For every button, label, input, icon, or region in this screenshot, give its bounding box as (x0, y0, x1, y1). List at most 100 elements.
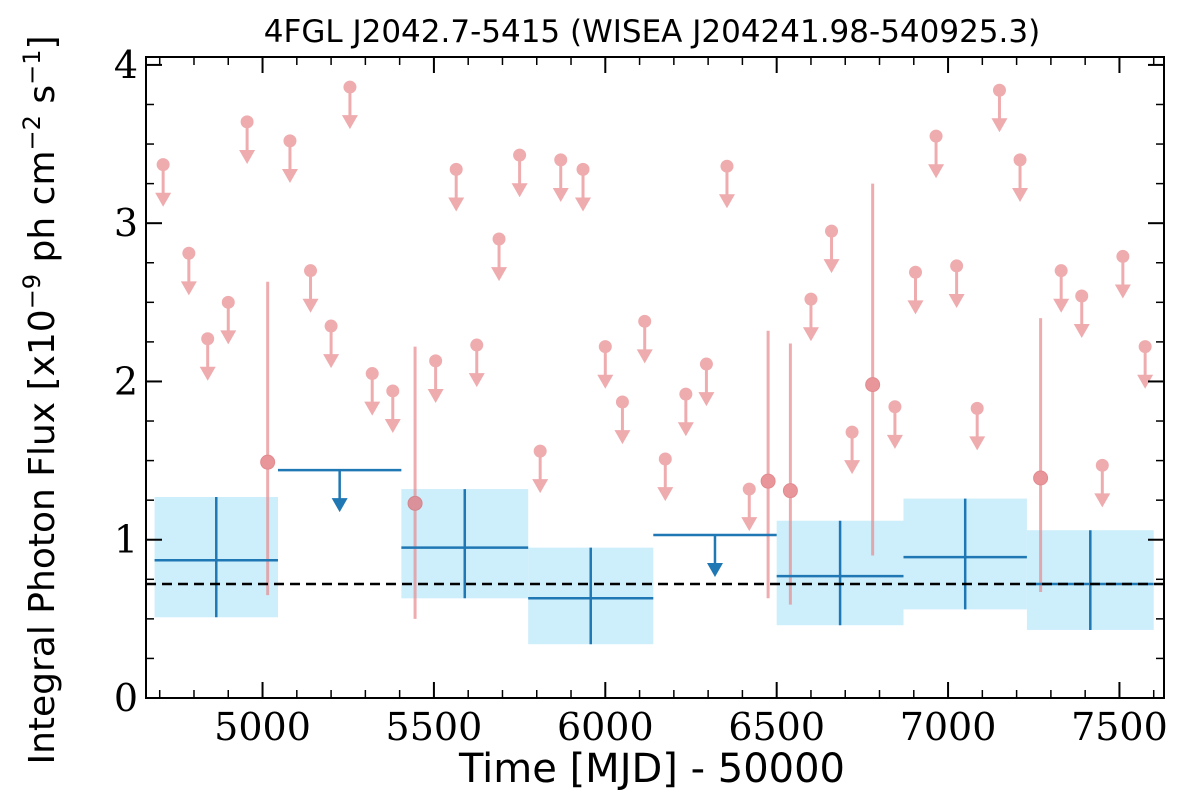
upper-limit-arrow-head (1012, 187, 1029, 202)
upper-limit-marker (533, 444, 547, 458)
upper-limit-arrow-head (948, 293, 965, 308)
y-tick-label-4: 4 (114, 43, 138, 87)
upper-limit-marker (888, 400, 902, 414)
upper-limit-arrow-head (636, 349, 653, 364)
detection-marker (1033, 470, 1049, 486)
short-bin-upper-limit-14 (491, 232, 508, 282)
y-tick-label-3: 3 (114, 201, 138, 245)
upper-limit-arrow-head (532, 479, 549, 494)
upper-limit-marker (554, 153, 568, 167)
upper-limit-marker (156, 158, 170, 172)
long-bin-detection-4 (903, 498, 1027, 610)
upper-limit-arrow-head (155, 192, 172, 207)
x-tick-label-1: 5500 (386, 705, 483, 749)
detection-marker (760, 473, 776, 489)
upper-limit-marker (950, 259, 964, 273)
upper-limit-marker (449, 162, 463, 176)
upper-limit-arrow-head (657, 487, 674, 502)
upper-limit-marker (1116, 249, 1130, 263)
y-axis-label-main: Integral Photon Flux [x10 (22, 309, 63, 764)
short-bin-upper-limit-33 (948, 259, 965, 308)
upper-limit-arrow-head (552, 187, 569, 202)
upper-limit-arrow-head (180, 281, 197, 296)
short-bin-upper-limit-40 (1114, 249, 1131, 299)
short-bin-upper-limit-20 (614, 395, 631, 445)
upper-limit-marker (1013, 153, 1027, 167)
upper-limit-arrow-head (844, 460, 861, 475)
upper-limit-arrow-head (698, 392, 715, 407)
upper-limit-arrow-head (741, 517, 758, 532)
upper-limit-arrow-head (1053, 298, 1070, 313)
upper-limit-marker (742, 482, 756, 496)
upper-limit-marker (429, 354, 443, 368)
short-bin-upper-limit-8 (341, 80, 358, 130)
detection-marker (407, 495, 423, 511)
short-bin-upper-limit-30 (886, 400, 903, 449)
upper-limit-arrow-head (1137, 374, 1154, 389)
upper-limit-marker (1054, 264, 1068, 278)
long-bin-detection-0 (154, 496, 278, 618)
axis-ticks: 5000 5500 6000 6500 7000 7500 0 1 2 3 4 (114, 43, 1168, 749)
upper-limit-marker (679, 387, 693, 401)
y-axis-label-unit: ph cm (22, 150, 63, 273)
upper-limit-arrow-head (907, 300, 924, 315)
x-tick-label-0: 5000 (214, 705, 311, 749)
upper-limit-marker (386, 384, 400, 398)
short-bin-detection-5 (1033, 318, 1049, 592)
plot-frame (145, 56, 1165, 699)
upper-limit-marker (240, 115, 254, 129)
short-bin-detection-1 (407, 346, 423, 619)
upper-limit-marker (638, 314, 652, 328)
short-bin-upper-limit-19 (597, 340, 614, 389)
short-bin-upper-limit-22 (657, 452, 674, 502)
y-tick-label-0: 0 (114, 676, 138, 720)
upper-limit-marker (343, 80, 357, 94)
x-tick-label-3: 6500 (728, 705, 825, 749)
upper-limit-marker (598, 340, 612, 354)
chart-title: 4FGL J2042.7-5415 (WISEA J204241.98-5409… (264, 14, 1040, 50)
upper-limit-marker (825, 224, 839, 238)
upper-limit-marker (201, 332, 215, 346)
long-bin-detection-2 (528, 547, 654, 645)
upper-limit-marker (992, 83, 1006, 97)
upper-limit-marker (970, 401, 984, 415)
upper-limit-marker (699, 357, 713, 371)
short-bin-upper-limit-11 (427, 354, 444, 403)
long-bin-detection-3 (776, 520, 904, 626)
upper-limit-arrow-head (341, 115, 358, 130)
upper-limit-marker (513, 148, 527, 162)
short-bin-upper-limit-39 (1094, 458, 1111, 508)
short-bin-upper-limit-25 (718, 159, 735, 209)
short-bin-upper-limit-37 (1053, 264, 1070, 313)
upper-limit-marker (221, 295, 235, 309)
upper-limit-marker (304, 264, 318, 278)
upper-limit-marker (845, 425, 859, 439)
y-tick-label-1: 1 (114, 518, 138, 562)
x-tick-label-4: 7000 (900, 705, 997, 749)
short-bin-upper-limit-15 (511, 148, 528, 198)
upper-limit-marker (492, 232, 506, 246)
short-bin-upper-limit-18 (575, 162, 592, 212)
upper-limit-arrow-head (427, 388, 444, 403)
short-bin-upper-limit-24 (698, 357, 715, 407)
upper-limit-arrow-head (718, 194, 735, 209)
upper-limit-arrow-head (220, 330, 237, 345)
upper-limit-marker (283, 134, 297, 148)
y-axis-label-close: ] (22, 35, 63, 49)
short-bin-detection-3 (782, 343, 798, 605)
upper-limit-arrow-head (928, 164, 945, 179)
short-bin-detection-0 (260, 281, 276, 596)
short-bin-upper-limit-5 (281, 134, 298, 183)
short-bin-detection-4 (865, 183, 881, 556)
short-bin-upper-limit-10 (384, 384, 401, 434)
y-axis-label-exponent: −9 (18, 274, 46, 309)
upper-limit-arrow-head (1073, 324, 1090, 339)
short-bin-upper-limit-35 (991, 83, 1008, 133)
long-bin-detection-1 (401, 489, 529, 599)
detection-marker (260, 454, 276, 470)
upper-limit-arrow-head (511, 183, 528, 198)
short-bin-upper-limit-16 (532, 444, 549, 494)
upper-limit-arrow-head (491, 267, 508, 282)
short-bin-upper-limit-2 (199, 332, 216, 381)
